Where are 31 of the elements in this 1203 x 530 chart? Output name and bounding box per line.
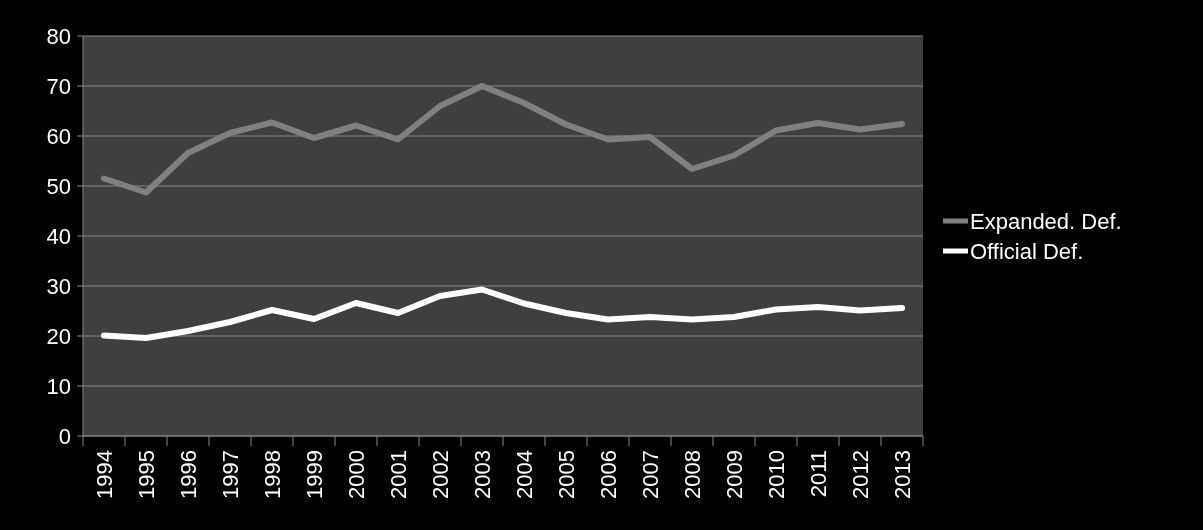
x-tick-label: 1999	[301, 450, 327, 499]
y-tick-label: 40	[46, 223, 71, 249]
x-tick-label: 2010	[763, 450, 789, 499]
x-tick-label: 2006	[595, 450, 621, 499]
x-tick-label: 2009	[721, 450, 747, 499]
legend-label: Official Def.	[970, 238, 1084, 264]
x-tick-label: 1998	[259, 450, 285, 499]
y-tick-label: 20	[46, 323, 71, 349]
x-tick-label: 2005	[553, 450, 579, 499]
y-tick-label: 30	[46, 273, 71, 299]
x-tick-label: 2013	[889, 450, 915, 499]
x-tick-label: 2007	[637, 450, 663, 499]
y-tick-label: 60	[46, 123, 71, 149]
x-tick-label: 1997	[217, 450, 243, 499]
x-tick-label: 2004	[511, 450, 537, 499]
y-tick-label: 70	[46, 73, 71, 99]
x-tick-label: 2000	[343, 450, 369, 499]
x-tick-label: 1995	[133, 450, 159, 499]
x-tick-label: 2003	[469, 450, 495, 499]
x-tick-label: 1994	[91, 450, 117, 499]
legend-label: Expanded. Def.	[970, 208, 1122, 234]
x-tick-label: 2012	[847, 450, 873, 499]
x-tick-label: 2011	[805, 450, 831, 498]
x-tick-label: 1996	[175, 450, 201, 499]
x-tick-label: 2001	[385, 450, 411, 499]
y-tick-label: 50	[46, 173, 71, 199]
x-tick-label: 2008	[679, 450, 705, 499]
y-tick-label: 0	[58, 423, 71, 449]
y-tick-label: 10	[46, 373, 71, 399]
y-tick-label: 80	[46, 23, 71, 49]
x-tick-label: 2002	[427, 450, 453, 499]
